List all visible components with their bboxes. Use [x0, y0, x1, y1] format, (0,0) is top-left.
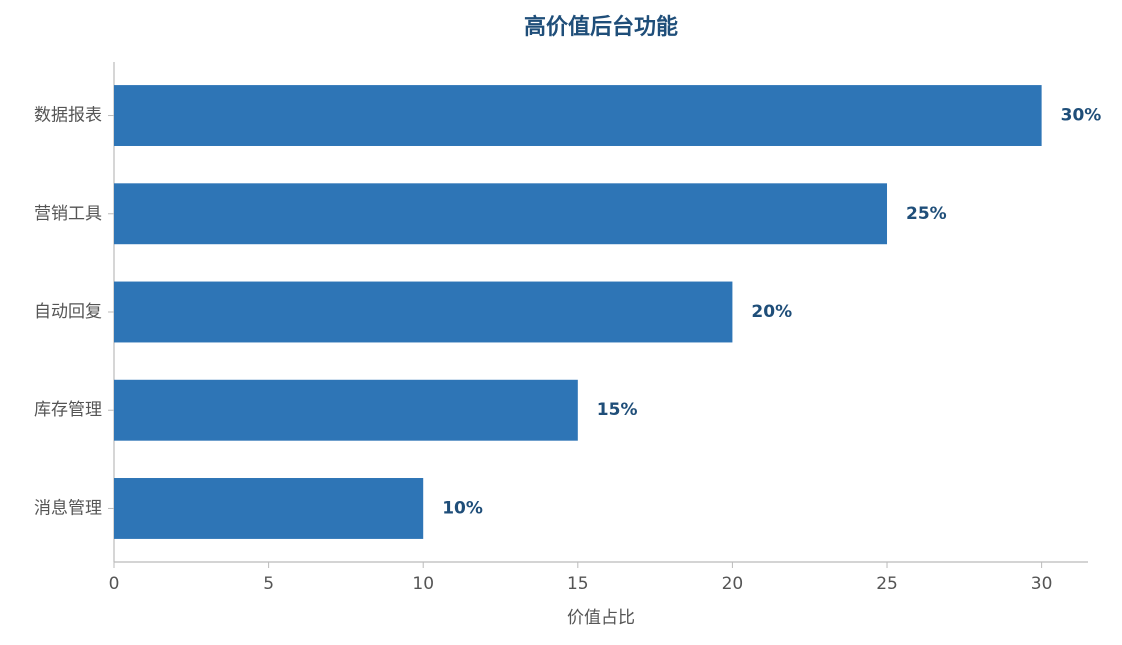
x-tick-label: 15 [567, 574, 589, 594]
y-tick-label: 自动回复 [34, 302, 102, 322]
x-tick-label: 20 [722, 574, 744, 594]
x-tick-label: 30 [1031, 574, 1053, 594]
x-axis-label: 价值占比 [567, 608, 635, 628]
chart-title: 高价值后台功能 [524, 14, 678, 40]
value-label: 20% [751, 302, 792, 322]
y-tick-label: 库存管理 [34, 400, 102, 420]
x-tick-label: 0 [109, 574, 120, 594]
bar [114, 183, 888, 245]
value-label: 15% [597, 400, 638, 420]
bar [114, 85, 1042, 146]
value-label: 10% [442, 498, 483, 518]
value-label: 25% [906, 204, 947, 224]
y-tick-label: 消息管理 [34, 498, 102, 518]
bar [114, 281, 733, 343]
value-label: 30% [1061, 106, 1102, 126]
x-tick-label: 5 [263, 574, 274, 594]
y-tick-label: 营销工具 [34, 204, 102, 224]
y-tick-label: 数据报表 [34, 106, 102, 126]
bar [114, 478, 424, 539]
x-tick-label: 25 [876, 574, 898, 594]
bar [114, 379, 578, 441]
x-tick-label: 10 [412, 574, 434, 594]
